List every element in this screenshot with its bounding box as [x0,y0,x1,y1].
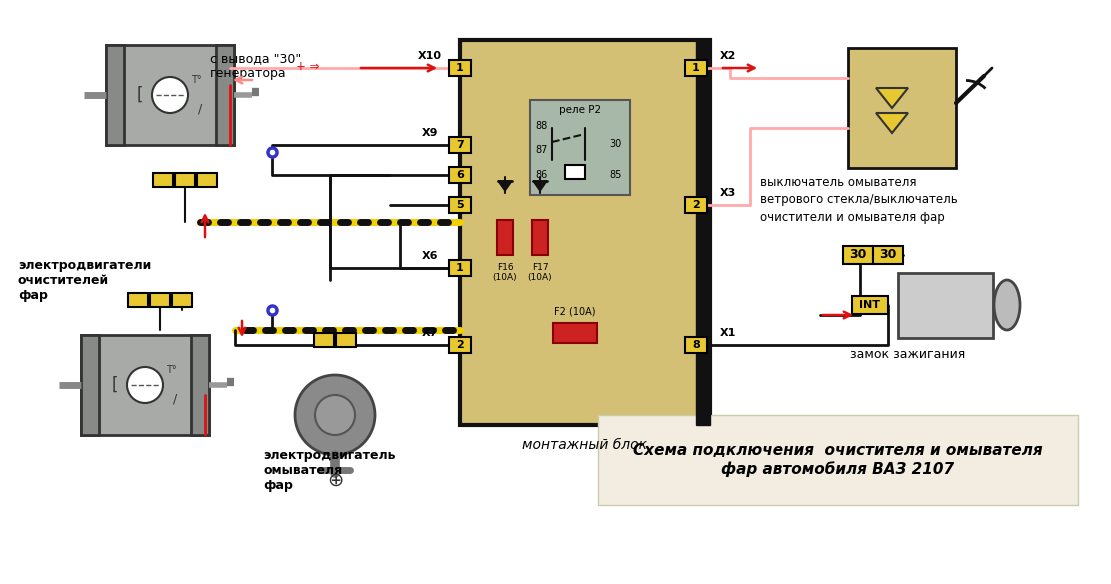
Bar [695,40,710,425]
Text: 2: 2 [692,200,700,210]
Bar [153,173,173,187]
Text: монтажный блок: монтажный блок [522,438,648,452]
Bar [848,48,955,168]
Text: 7: 7 [457,140,464,150]
Polygon shape [875,113,908,133]
Bar [565,165,585,179]
Text: X1: X1 [720,328,737,338]
Text: 30: 30 [849,249,867,262]
Bar [460,40,710,425]
Bar [314,333,334,347]
Text: F16
(10А): F16 (10А) [492,263,518,283]
Bar [128,293,148,307]
Text: 86: 86 [536,170,548,180]
Circle shape [127,367,163,403]
Text: Схема подключения  очистителя и омывателя
фар автомобиля ВАЗ 2107: Схема подключения очистителя и омывателя… [633,443,1043,477]
Text: 6: 6 [456,170,464,180]
Bar [106,45,124,145]
Text: INT: INT [860,300,881,310]
Bar [216,45,234,145]
Bar [685,60,707,76]
Text: 88: 88 [536,121,548,131]
Text: реле Р2: реле Р2 [559,105,601,115]
Text: ⊕: ⊕ [327,471,343,489]
Text: 87: 87 [536,145,548,155]
Polygon shape [875,88,908,108]
Bar [449,197,471,213]
Text: + ⇒: + ⇒ [297,60,320,72]
Bar [532,220,548,255]
Circle shape [296,375,376,455]
Bar [81,335,99,435]
Bar [336,333,356,347]
Text: F17
(10А): F17 (10А) [528,263,552,283]
Bar [172,293,192,307]
Text: F2 (10А): F2 (10А) [554,306,595,316]
Bar [553,323,597,343]
Bar [497,220,513,255]
Bar [449,60,471,76]
Bar [81,335,209,435]
Text: с вывода "30"
генератора: с вывода "30" генератора [210,52,301,80]
Bar [852,296,888,314]
Ellipse shape [994,280,1020,330]
Text: выключатель омывателя
ветрового стекла/выключатель
очистители и омывателя фар: выключатель омывателя ветрового стекла/в… [760,176,958,224]
Bar [150,293,170,307]
Text: X7: X7 [422,328,438,338]
Text: X10: X10 [418,51,442,61]
Text: [: [ [112,376,118,394]
Bar [106,45,234,145]
Text: 2: 2 [457,340,464,350]
Bar [449,337,471,353]
Text: замок зажигания: замок зажигания [850,349,965,361]
Bar [449,167,471,183]
Bar [873,246,903,264]
Text: 1: 1 [457,263,464,273]
Text: 1: 1 [692,63,700,73]
Text: электродвигатели
очистителей
фар: электродвигатели очистителей фар [18,259,151,301]
Circle shape [316,395,356,435]
Text: 30: 30 [879,249,897,262]
Text: [: [ [137,86,143,104]
Bar [197,173,217,187]
Text: T°: T° [166,365,177,375]
Text: 30: 30 [610,139,622,149]
Text: 5: 5 [457,200,463,210]
Text: электродвигатель
омывателя
фар: электродвигатель омывателя фар [263,449,396,492]
Text: 8: 8 [692,340,700,350]
Text: X2: X2 [720,51,737,61]
Text: 85: 85 [610,170,622,180]
Text: T°: T° [191,75,201,85]
Text: X3: X3 [720,188,737,198]
Text: /: / [198,103,202,116]
Bar [191,335,209,435]
Text: 1: 1 [457,63,464,73]
Text: /: / [173,392,177,405]
Bar [598,415,1078,505]
Bar [685,197,707,213]
Bar [843,246,873,264]
Polygon shape [533,181,547,191]
Bar [530,100,630,195]
Circle shape [152,77,188,113]
Bar [176,173,196,187]
Text: X6: X6 [422,251,438,261]
Polygon shape [498,181,512,191]
Bar [685,337,707,353]
Bar [449,260,471,276]
Bar [449,137,471,153]
Text: X9: X9 [422,128,438,138]
Bar [898,273,993,338]
